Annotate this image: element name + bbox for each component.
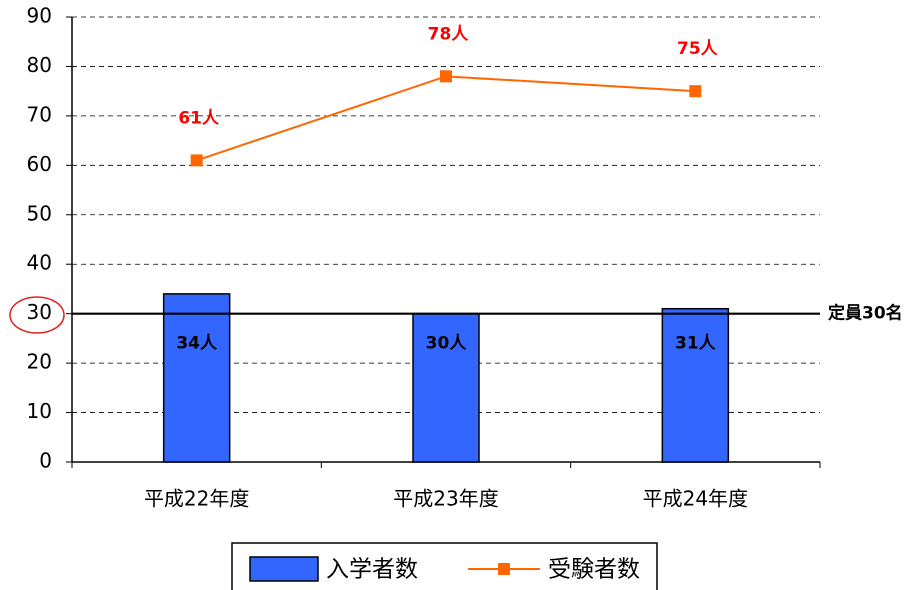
y-tick-label: 90	[27, 4, 52, 28]
y-tick-label: 50	[27, 201, 52, 225]
highlight-circle	[9, 296, 65, 334]
y-tick-label: 40	[27, 251, 52, 275]
y-tick-label: 30	[27, 300, 52, 324]
marker	[689, 85, 702, 98]
line-value-label: 78人	[428, 24, 470, 44]
bar	[661, 307, 730, 463]
line-value-label: 75人	[677, 39, 719, 59]
y-tick-label: 80	[27, 53, 52, 77]
y-tick-label: 10	[27, 399, 52, 423]
bar	[412, 312, 480, 463]
x-tick-label: 平成23年度	[393, 487, 498, 511]
line	[196, 75, 696, 162]
y-tick-label: 70	[27, 102, 52, 126]
bar-value-label: 34人	[176, 334, 218, 354]
bar	[162, 293, 231, 463]
x-tick-label: 平成22年度	[144, 487, 249, 511]
reference-label: 定員30名	[828, 303, 903, 324]
y-tick-label: 60	[27, 152, 52, 176]
y-tick-label: 20	[27, 350, 52, 374]
x-tick-label: 平成24年度	[643, 487, 748, 511]
legend-marker	[498, 563, 510, 575]
legend-label: 入学者数	[326, 557, 418, 583]
bar-value-label: 30人	[426, 334, 468, 354]
y-tick-label: 0	[39, 449, 52, 473]
legend-label: 受験者数	[548, 557, 640, 583]
legend-swatch	[249, 556, 319, 582]
line-value-label: 61人	[178, 108, 220, 128]
bar-value-label: 31人	[675, 334, 717, 354]
marker	[440, 70, 452, 83]
marker	[190, 154, 203, 167]
